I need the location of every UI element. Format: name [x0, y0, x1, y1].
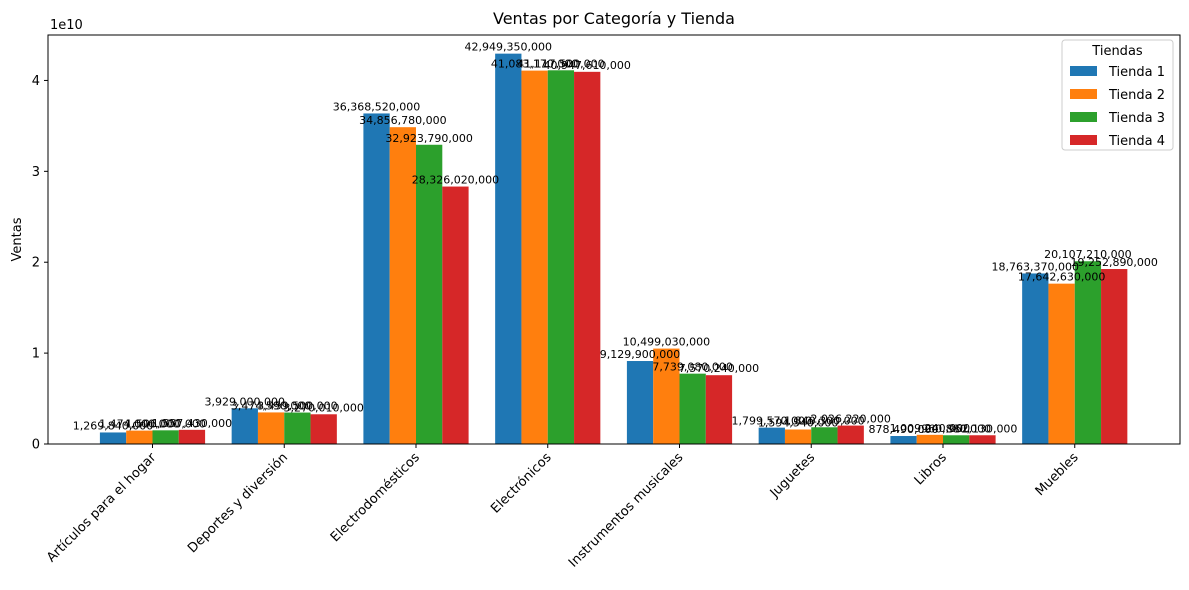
bar	[758, 427, 785, 444]
bar-value-label: 1,506,000,000	[125, 417, 205, 430]
chart-title: Ventas por Categoría y Tienda	[493, 9, 735, 28]
bars-layer	[99, 53, 1128, 445]
x-tick-label: Libros	[912, 450, 950, 488]
bar	[943, 435, 970, 444]
bar	[310, 414, 337, 444]
y-axis-scale-label: 1e10	[50, 18, 83, 33]
y-tick-label: 0	[32, 438, 40, 453]
bar-value-label: 1,474,000,000	[99, 418, 179, 431]
legend-label: Tienda 2	[1108, 88, 1165, 103]
bar-value-label: 41,117,500,000	[517, 57, 604, 70]
bar	[257, 412, 285, 444]
bar-value-label: 3,459,500,000	[257, 400, 337, 413]
bar	[653, 348, 680, 444]
bar	[1048, 283, 1075, 444]
legend-swatch	[1070, 66, 1097, 76]
bar-value-label: 1,269,840,000	[73, 419, 153, 432]
y-axis-ticks: 0 1 2 3 4	[32, 74, 48, 453]
bar-value-label: 32,923,790,000	[385, 132, 472, 145]
legend-items: Tienda 1 Tienda 2 Tienda 3 Tienda 4	[1070, 65, 1165, 149]
legend-swatch	[1070, 112, 1097, 122]
bar	[442, 186, 469, 444]
bar-value-label: 34,856,780,000	[359, 114, 446, 127]
bar	[969, 435, 996, 444]
bar-value-label: 3,929,000,000	[205, 395, 285, 408]
legend-title: Tiendas	[1091, 44, 1143, 59]
plot-frame	[47, 34, 1181, 445]
bar-value-label: 878,490,000	[869, 423, 939, 436]
bar	[126, 430, 153, 444]
bar-value-label: 7,570,240,000	[679, 362, 759, 375]
bar-value-label: 18,763,370,000	[992, 260, 1079, 273]
bar-labels-layer: 1,269,840,0001,474,000,0001,506,000,0001…	[73, 41, 1158, 436]
legend-label: Tienda 1	[1108, 65, 1165, 80]
bar	[784, 429, 812, 444]
y-tick-label: 4	[32, 74, 40, 89]
bar-value-label: 1,009,240,000	[890, 422, 970, 435]
bar-value-label: 2,026,220,000	[810, 413, 890, 426]
bar-value-label: 1,557,430,000	[152, 417, 232, 430]
bar-value-label: 962,130,000	[947, 422, 1017, 435]
bar	[574, 71, 601, 444]
bar	[1074, 261, 1102, 444]
bar-value-label: 7,739,080,000	[652, 361, 732, 374]
legend-swatch	[1070, 135, 1097, 145]
bar	[389, 127, 416, 444]
bar	[916, 434, 943, 444]
x-tick-label: Muebles	[1033, 450, 1082, 499]
bar-value-label: 1,840,300,000	[784, 414, 864, 427]
legend-swatch	[1070, 89, 1097, 99]
y-tick-label: 1	[32, 347, 40, 362]
bar	[416, 144, 443, 444]
bar-value-label: 28,326,020,000	[412, 174, 499, 187]
bar	[231, 408, 258, 444]
bar	[284, 412, 311, 444]
bar-value-label: 1,594,540,000	[758, 417, 838, 430]
bar-value-label: 10,499,030,000	[623, 336, 710, 349]
bar	[1101, 269, 1128, 444]
bar-value-label: 41,083,170,000	[491, 58, 578, 71]
bar	[521, 70, 548, 444]
bar	[152, 430, 179, 444]
legend-label: Tienda 3	[1108, 111, 1165, 126]
bar	[837, 425, 864, 444]
bar	[890, 436, 917, 444]
x-tick-label: Instrumentos musicales	[566, 450, 686, 570]
bar	[178, 429, 206, 444]
bar-value-label: 42,949,350,000	[465, 41, 552, 54]
bar	[679, 373, 706, 444]
bar	[547, 70, 575, 445]
bar-value-label: 17,642,630,000	[1018, 271, 1105, 284]
bar	[1022, 273, 1049, 444]
x-tick-label: Artículos para el hogar	[44, 450, 160, 566]
x-tick-label: Deportes y diversión	[185, 450, 291, 556]
legend: Tiendas Tienda 1 Tienda 2 Tienda 3 Tienda 4	[1061, 39, 1174, 151]
x-tick-label: Electrónicos	[488, 450, 554, 516]
legend-label: Tienda 4	[1108, 134, 1165, 149]
bar-value-label: 960,880,000	[921, 422, 991, 435]
x-axis-ticks: Artículos para el hogar Deportes y divers…	[44, 444, 1082, 571]
bar-value-label: 40,947,610,000	[543, 59, 630, 72]
bar	[99, 432, 127, 444]
bar-value-label: 1,799,570,000	[732, 415, 812, 428]
y-tick-label: 3	[32, 165, 40, 180]
bar-value-label: 36,368,520,000	[333, 100, 420, 113]
y-axis-label: Ventas	[10, 217, 25, 261]
x-tick-label: Juguetes	[767, 450, 818, 501]
bar-value-label: 3,270,010,000	[283, 401, 363, 414]
bar-value-label: 19,252,890,000	[1070, 256, 1157, 269]
bar	[495, 53, 522, 445]
bar	[811, 427, 838, 444]
bar	[363, 113, 390, 444]
bar-value-label: 20,107,210,000	[1044, 248, 1131, 261]
bar	[705, 375, 733, 444]
y-tick-label: 2	[32, 256, 40, 271]
x-tick-label: Electrodomésticos	[328, 450, 423, 545]
bar-value-label: 9,129,900,000	[600, 348, 680, 361]
bar-value-label: 3,474,590,000	[231, 399, 311, 412]
bar	[626, 361, 654, 444]
